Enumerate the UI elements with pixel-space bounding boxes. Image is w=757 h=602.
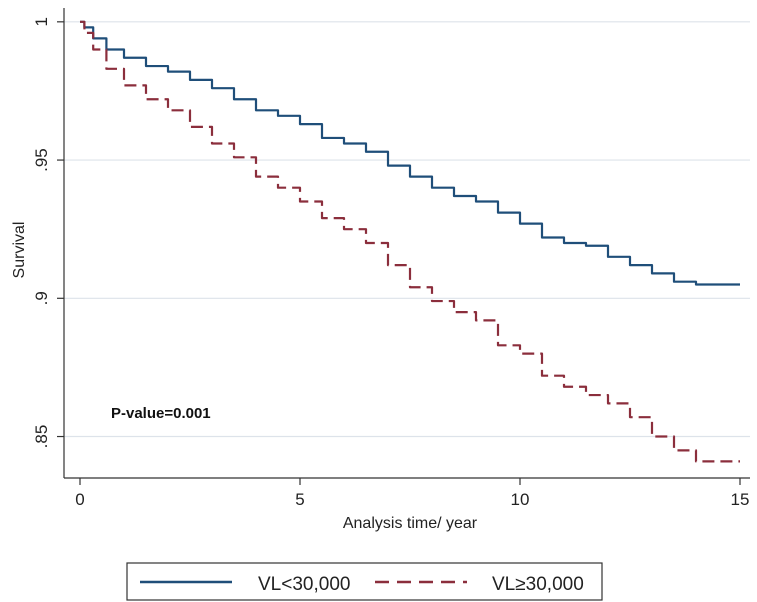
x-tick-label-3: 15 [731, 490, 750, 509]
legend-label-vl-high: VL≥30,000 [492, 574, 584, 595]
y-tick-label-3: .85 [32, 425, 51, 449]
p-value-annotation: P-value=0.001 [111, 405, 211, 422]
y-axis-title: Survival [11, 222, 28, 279]
series-line-0 [80, 20, 740, 286]
x-tick-label-0: 0 [75, 490, 84, 509]
y-tick-label-2: .9 [32, 291, 51, 305]
gridlines [64, 21, 750, 438]
x-tick-label-2: 10 [511, 490, 530, 509]
x-axis-title: Analysis time/ year [343, 515, 478, 532]
series-lines [80, 20, 740, 463]
x-tick-label-1: 5 [295, 490, 304, 509]
series-line-1 [80, 20, 740, 463]
legend-label-vl-low: VL<30,000 [258, 574, 350, 595]
axes [57, 8, 750, 485]
tick-labels: 1 .95 .9 .85 0 5 10 15 [32, 17, 749, 509]
y-tick-label-0: 1 [32, 17, 51, 26]
legend: VL<30,000 VL≥30,000 [126, 562, 603, 601]
y-tick-label-1: .95 [32, 148, 51, 172]
